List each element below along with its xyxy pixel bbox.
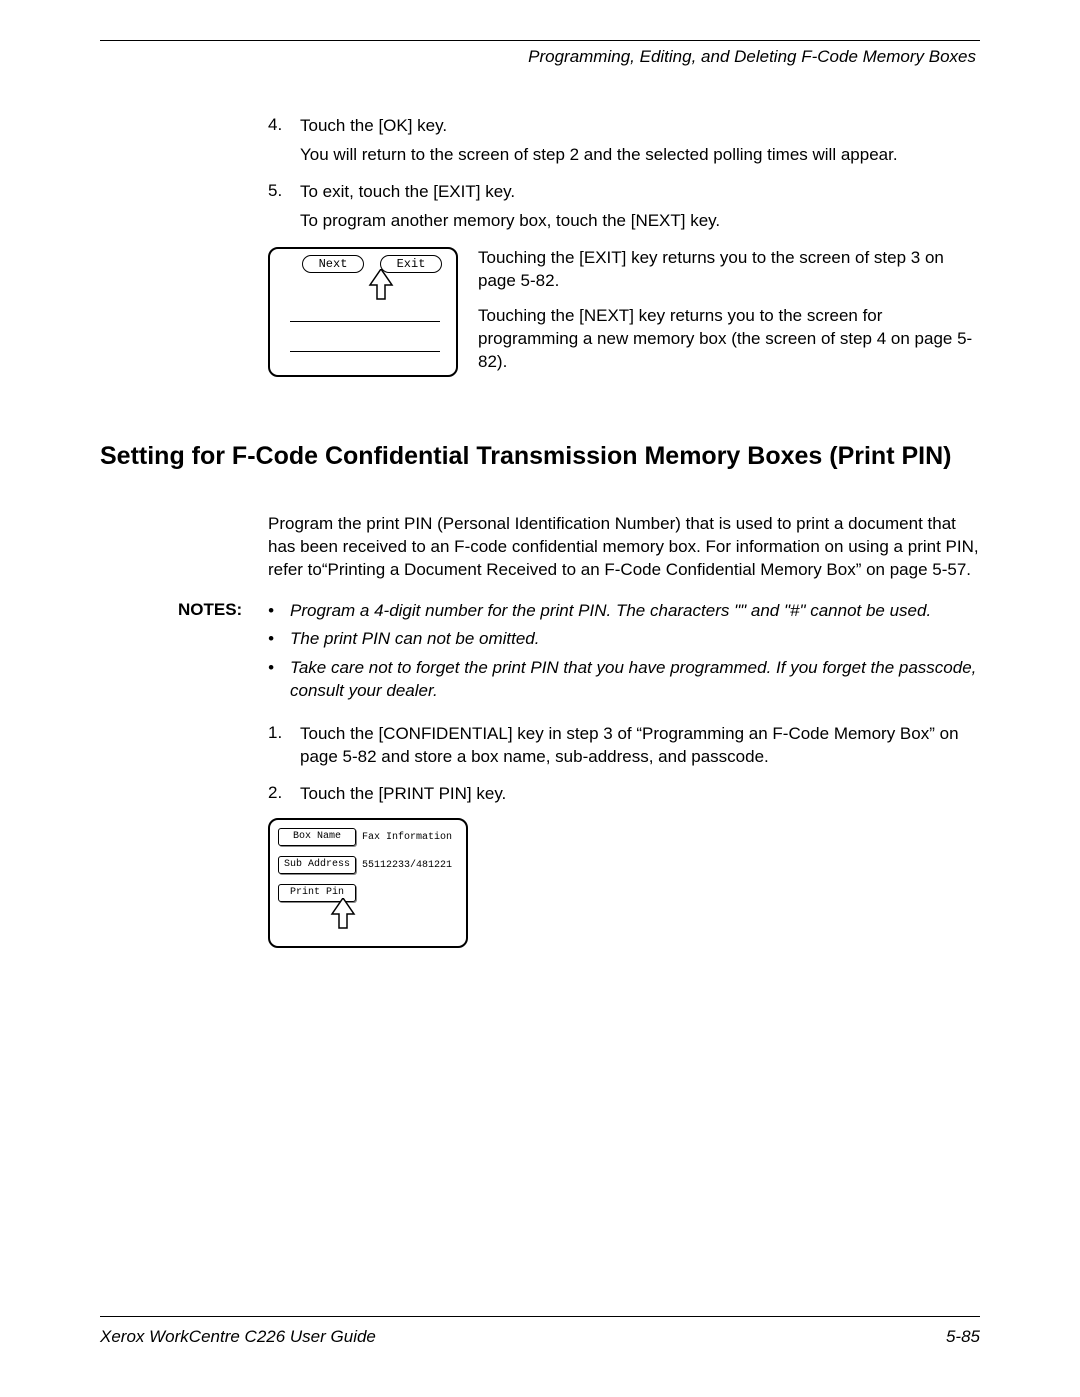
step-text: Touch the [PRINT PIN] key. xyxy=(300,783,506,806)
notes-text: Take care not to forget the print PIN th… xyxy=(290,657,980,703)
sub-address-button[interactable]: Sub Address xyxy=(278,856,356,874)
step-list-a2: 5. To exit, touch the [EXIT] key. xyxy=(268,181,980,204)
screen-row: Sub Address 55112233/481221 xyxy=(278,856,452,874)
notes-text: The print PIN can not be omitted. xyxy=(290,628,539,651)
notes-label: NOTES: xyxy=(178,600,268,710)
page-footer: Xerox WorkCentre C226 User Guide 5-85 xyxy=(100,1316,980,1347)
cursor-icon xyxy=(330,898,356,930)
step-subtext: To program another memory box, touch the… xyxy=(300,210,980,233)
box-name-value: Fax Information xyxy=(362,832,452,843)
step-text: Touch the [OK] key. xyxy=(300,115,447,138)
screen-line xyxy=(290,321,440,322)
step-text: Touch the [CONFIDENTIAL] key in step 3 o… xyxy=(300,723,980,769)
device-screen-2: Box Name Fax Information Sub Address 551… xyxy=(268,818,468,948)
footer-row: Xerox WorkCentre C226 User Guide 5-85 xyxy=(100,1327,980,1347)
device-screen-1: Next Exit xyxy=(268,247,458,377)
figure1-para: Touching the [EXIT] key returns you to t… xyxy=(478,247,980,293)
header-rule xyxy=(100,40,980,41)
notes-list: • Program a 4-digit number for the print… xyxy=(268,600,980,710)
page-content: Programming, Editing, and Deleting F-Cod… xyxy=(100,40,980,948)
section-title: Setting for F-Code Confidential Transmis… xyxy=(100,441,980,472)
bullet-icon: • xyxy=(268,657,290,703)
step-number: 4. xyxy=(268,115,300,138)
step-number: 5. xyxy=(268,181,300,204)
footer-right: 5-85 xyxy=(946,1327,980,1347)
box-name-button[interactable]: Box Name xyxy=(278,828,356,846)
screen-line xyxy=(290,351,440,352)
next-button[interactable]: Next xyxy=(302,255,364,273)
bullet-icon: • xyxy=(268,600,290,623)
notes-block: NOTES: • Program a 4-digit number for th… xyxy=(178,600,980,710)
step-number: 2. xyxy=(268,783,300,806)
step-subtext: You will return to the screen of step 2 … xyxy=(300,144,980,167)
figure1-para: Touching the [NEXT] key returns you to t… xyxy=(478,305,980,374)
footer-rule xyxy=(100,1316,980,1317)
intro-paragraph: Program the print PIN (Personal Identifi… xyxy=(268,513,980,582)
bullet-icon: • xyxy=(268,628,290,651)
screen-row: Box Name Fax Information xyxy=(278,828,452,846)
step-item: 4. Touch the [OK] key. xyxy=(268,115,980,138)
sub-address-value: 55112233/481221 xyxy=(362,860,452,871)
step-number: 1. xyxy=(268,723,300,769)
footer-left: Xerox WorkCentre C226 User Guide xyxy=(100,1327,376,1347)
step-text: To exit, touch the [EXIT] key. xyxy=(300,181,515,204)
header-title: Programming, Editing, and Deleting F-Cod… xyxy=(100,47,980,67)
notes-item: • Take care not to forget the print PIN … xyxy=(268,657,980,703)
step-list-a: 4. Touch the [OK] key. xyxy=(268,115,980,138)
notes-item: • The print PIN can not be omitted. xyxy=(268,628,980,651)
step-item: 1. Touch the [CONFIDENTIAL] key in step … xyxy=(268,723,980,769)
notes-item: • Program a 4-digit number for the print… xyxy=(268,600,980,623)
cursor-icon xyxy=(368,269,394,301)
figure1-row: Next Exit Touching the [EXIT] key return… xyxy=(268,247,980,386)
step-item: 5. To exit, touch the [EXIT] key. xyxy=(268,181,980,204)
notes-text: Program a 4-digit number for the print P… xyxy=(290,600,931,623)
step-list-b: 1. Touch the [CONFIDENTIAL] key in step … xyxy=(268,723,980,806)
step-item: 2. Touch the [PRINT PIN] key. xyxy=(268,783,980,806)
figure1-text: Touching the [EXIT] key returns you to t… xyxy=(478,247,980,386)
